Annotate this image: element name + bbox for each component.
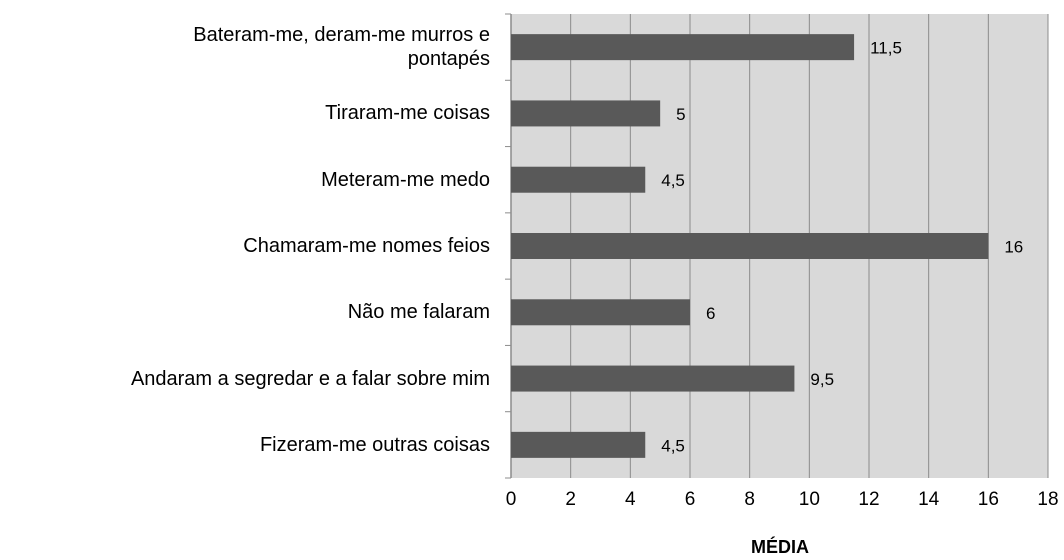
y-tick-label: Fizeram-me outras coisas: [259, 433, 490, 456]
bar: [511, 34, 855, 61]
value-label: 11,5: [870, 39, 902, 58]
x-tick-label: 8: [744, 489, 755, 510]
y-tick-label: Andaram a segredar e a falar sobre mim: [130, 367, 490, 390]
bar: [511, 365, 795, 392]
y-tick-label: Não me falaram: [347, 301, 490, 324]
x-tick-label: 4: [625, 489, 636, 510]
value-label: 16: [1004, 237, 1023, 256]
value-label: 6: [706, 304, 715, 323]
bar: [511, 299, 690, 326]
x-tick-label: 12: [858, 489, 879, 510]
x-tick-label: 10: [799, 489, 820, 510]
x-tick-label: 6: [685, 489, 696, 510]
bar: [511, 233, 989, 259]
bar: [511, 431, 646, 458]
y-tick-label: Tiraram-me coisas: [325, 102, 490, 125]
value-label: 4,5: [661, 436, 685, 455]
value-label: 5: [676, 105, 685, 124]
y-tick-label: Chamaram-me nomes feios: [243, 235, 490, 257]
y-tick-label: Bateram-me, deram-me murros e pontapés: [193, 24, 490, 71]
value-label: 4,5: [661, 171, 685, 190]
x-tick-label: 14: [918, 489, 940, 510]
y-tick-label: Meteram-me medo: [321, 168, 490, 191]
x-tick-label: 16: [978, 489, 999, 510]
bar: [511, 166, 646, 193]
x-tick-label: 2: [565, 489, 576, 510]
x-tick-label: 0: [506, 489, 517, 510]
bar: [511, 100, 661, 127]
x-tick-label: 18: [1037, 489, 1058, 510]
value-label: 9,5: [810, 370, 834, 389]
x-axis-title: MÉDIA: [751, 536, 809, 557]
